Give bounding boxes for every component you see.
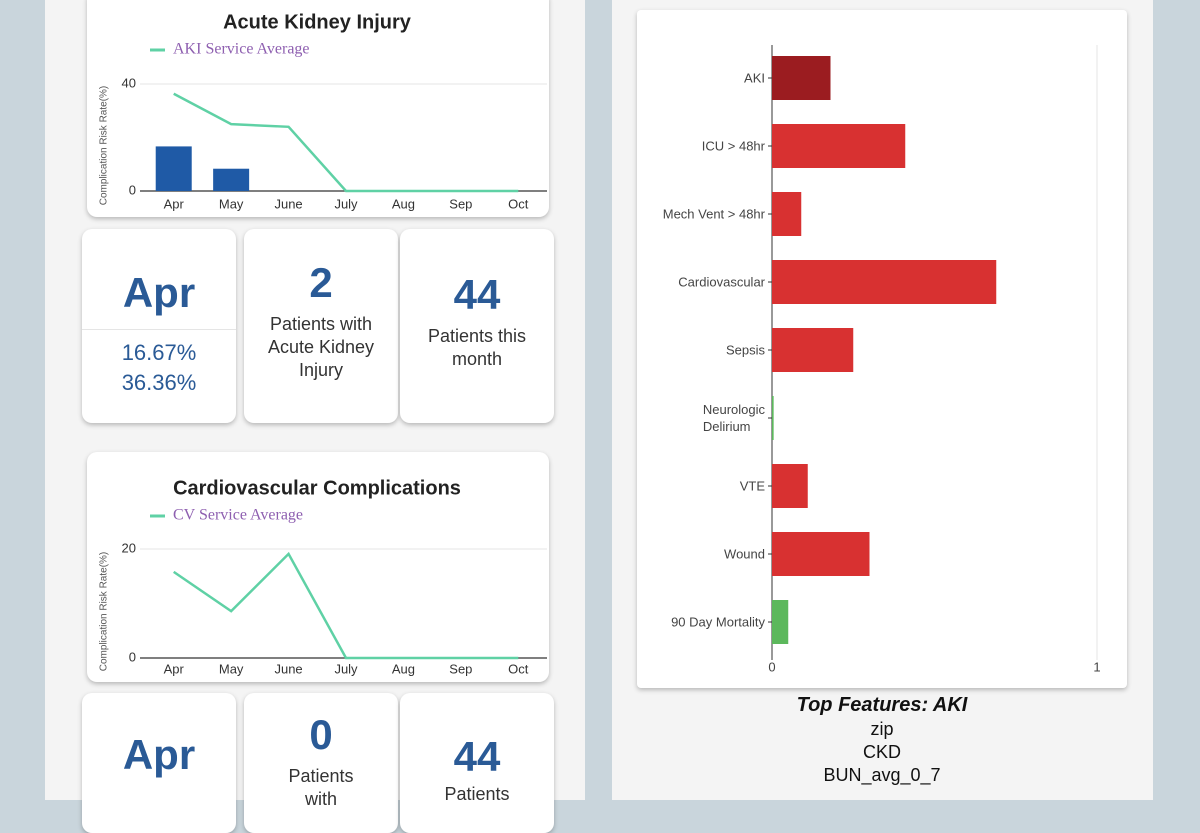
x-tick-label: Apr bbox=[164, 196, 185, 211]
features-chart-card bbox=[637, 10, 1127, 688]
y-axis-label: Complication Risk Rate(%) bbox=[99, 552, 110, 671]
x-tick-label: June bbox=[274, 196, 302, 211]
x-tick-label: June bbox=[274, 661, 302, 676]
count-card: 44 Patients this month bbox=[400, 229, 554, 423]
category-label: 90 Day Mortality bbox=[671, 614, 765, 630]
category-label: Neurologic Delirium bbox=[702, 402, 765, 434]
category-label: ICU > 48hr bbox=[701, 138, 765, 154]
x-tick-label: Sep bbox=[449, 661, 472, 676]
month: Apr bbox=[122, 731, 196, 778]
category-label: AKI bbox=[744, 70, 765, 86]
month-card: Apr 16.67% 36.36% bbox=[82, 229, 236, 423]
count: 44 bbox=[453, 271, 501, 318]
x-tick-label: Aug bbox=[392, 661, 415, 676]
bar bbox=[772, 192, 802, 236]
line bbox=[173, 92, 519, 193]
category-label: VTE bbox=[739, 478, 765, 494]
x-tick-label: May bbox=[219, 196, 244, 211]
bar bbox=[772, 124, 906, 168]
y-tick-label: 0 bbox=[129, 182, 136, 197]
category-label: Cardiovascular bbox=[678, 274, 765, 290]
legend-label: AKI Service Average bbox=[173, 41, 310, 58]
bar bbox=[772, 396, 774, 440]
x-tick-label: 1 bbox=[1093, 659, 1100, 674]
x-tick-label: Oct bbox=[508, 196, 529, 211]
x-tick-label: Sep bbox=[449, 196, 472, 211]
count: 0 bbox=[309, 711, 333, 758]
month: Apr bbox=[122, 269, 196, 316]
y-tick-label: 0 bbox=[129, 649, 136, 664]
feature: CKD bbox=[862, 742, 901, 762]
count-card: 2 Patients with Acute Kidney Injury bbox=[244, 229, 398, 423]
top-features-title: Top Features: AKI bbox=[796, 694, 968, 716]
x-tick-label: Oct bbox=[508, 661, 529, 676]
bar bbox=[772, 56, 831, 100]
cv-chart-card bbox=[87, 452, 549, 682]
x-tick-label: Apr bbox=[164, 661, 185, 676]
line bbox=[173, 551, 519, 660]
y-tick-label: 40 bbox=[122, 75, 136, 90]
count-label: Patients this month bbox=[427, 326, 527, 369]
chart-title: Cardiovascular Complications bbox=[173, 477, 461, 499]
x-tick-label: Aug bbox=[392, 196, 415, 211]
bar bbox=[772, 600, 789, 644]
x-tick-label: July bbox=[334, 196, 358, 211]
y-axis-label: Complication Risk Rate(%) bbox=[99, 86, 110, 205]
count: 44 bbox=[453, 733, 501, 780]
x-tick-label: July bbox=[334, 661, 358, 676]
feature: zip bbox=[870, 719, 894, 739]
bar bbox=[213, 168, 250, 191]
x-tick-label: 0 bbox=[768, 659, 775, 674]
bar bbox=[155, 146, 192, 191]
category-label: Mech Vent > 48hr bbox=[662, 206, 765, 222]
bar bbox=[772, 328, 854, 372]
app-screenshot: {"chart_data": [ {"type": "combo", "titl… bbox=[45, 0, 1153, 833]
rate: 16.67% bbox=[121, 340, 197, 365]
bar bbox=[772, 464, 808, 508]
y-tick-label: 20 bbox=[122, 540, 136, 555]
category-label: Sepsis bbox=[725, 342, 765, 358]
rate: 36.36% bbox=[121, 370, 197, 395]
count: 2 bbox=[309, 259, 333, 306]
count-label: Patients with Acute Kidney Injury bbox=[267, 314, 375, 380]
chart-title: Acute Kidney Injury bbox=[223, 11, 412, 33]
bar bbox=[772, 260, 997, 304]
top-features: Top Features: AKI zip CKD BUN_avg_0_7 bbox=[637, 692, 1127, 787]
category-label: Wound bbox=[724, 546, 765, 562]
legend-label: CV Service Average bbox=[173, 507, 303, 524]
x-tick-label: May bbox=[219, 661, 244, 676]
bar bbox=[772, 532, 870, 576]
feature: BUN_avg_0_7 bbox=[823, 765, 941, 785]
count-label: Patients bbox=[444, 784, 510, 804]
charts-layer: Acute Kidney Injury Complication Risk Rat… bbox=[99, 11, 1101, 676]
